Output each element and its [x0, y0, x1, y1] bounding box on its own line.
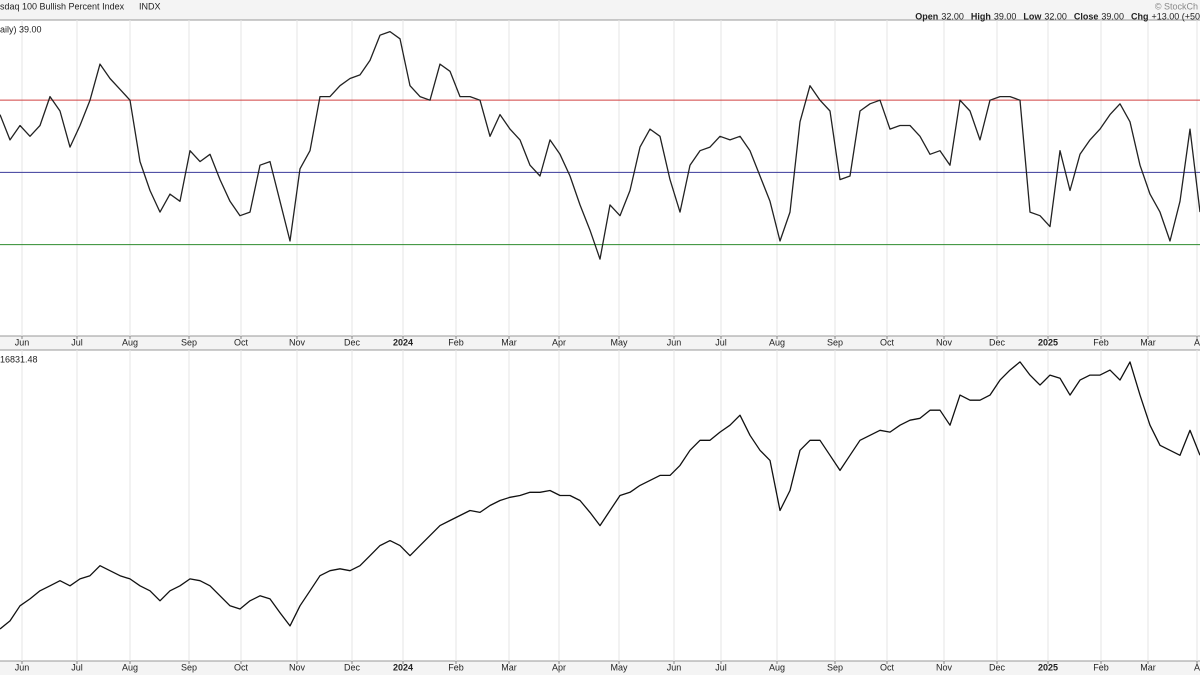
x-tick-label: May: [610, 337, 628, 347]
x-tick-label: Sep: [827, 337, 843, 347]
watermark: © StockCh: [1155, 1, 1198, 11]
quote: Open 32.00 High 39.00 Low 32.00 Close 39.00 Chg +…: [915, 11, 1200, 21]
x-tick-label: Nov: [936, 337, 953, 347]
x-tick-label: Feb: [448, 337, 464, 347]
panels: Jun Jul Aug Sep Oct Nov Dec 2024 Feb Mar Apr May Jun…: [0, 20, 1200, 672]
x-tick-label: 2024: [393, 337, 413, 347]
x-tick-label: A: [1194, 337, 1200, 347]
exchange: INDX: [139, 1, 161, 11]
legend-label: aily) 39.00: [0, 24, 42, 34]
quote-label: Close: [1074, 11, 1099, 21]
legend-label: 16831.48: [0, 354, 38, 364]
x-tick-label: Feb: [1093, 662, 1109, 672]
x-tick-label: 2025: [1038, 337, 1058, 347]
x-tick-label: Oct: [880, 337, 895, 347]
x-tick-label: Mar: [1140, 662, 1156, 672]
quote-value: 32.00: [941, 11, 964, 21]
quote-label: Open: [915, 11, 938, 21]
x-tick-label: Dec: [989, 337, 1006, 347]
x-tick-label: Apr: [552, 662, 566, 672]
x-tick-label: Sep: [181, 337, 197, 347]
axis-band: [0, 661, 1200, 675]
quote-value: +13.00 (+50: [1151, 11, 1200, 21]
quote-label: Chg: [1131, 11, 1149, 21]
x-tick-label: Oct: [234, 662, 249, 672]
quote-label: Low: [1023, 11, 1042, 21]
x-tick-label: Dec: [989, 662, 1006, 672]
x-tick-label: Nov: [936, 662, 953, 672]
x-tick-label: Nov: [289, 662, 306, 672]
quote-value: 39.00: [1101, 11, 1124, 21]
x-tick-label: A: [1194, 662, 1200, 672]
x-tick-label: Jul: [71, 662, 83, 672]
x-tick-label: Aug: [122, 662, 138, 672]
x-tick-label: Aug: [769, 337, 785, 347]
x-tick-label: Dec: [344, 337, 361, 347]
x-tick-label: Feb: [448, 662, 464, 672]
data-line: [0, 30, 1200, 260]
x-tick-label: Dec: [344, 662, 361, 672]
x-tick-label: Mar: [501, 337, 517, 347]
x-tick-label: 2025: [1038, 662, 1058, 672]
x-tick-label: Jun: [15, 337, 30, 347]
x-tick-label: Jun: [667, 662, 682, 672]
axis-band: [0, 336, 1200, 350]
quote-value: 39.00: [994, 11, 1017, 21]
quote-value: 32.00: [1044, 11, 1067, 21]
x-tick-label: Jul: [715, 662, 727, 672]
header-bar: [0, 0, 1200, 20]
chart-title: sdaq 100 Bullish Percent Index: [0, 1, 125, 11]
x-tick-label: Jul: [715, 337, 727, 347]
data-line: [0, 361, 1200, 630]
x-tick-label: Jun: [15, 662, 30, 672]
x-tick-label: Aug: [769, 662, 785, 672]
x-tick-label: Feb: [1093, 337, 1109, 347]
x-tick-label: Sep: [827, 662, 843, 672]
x-tick-label: Oct: [880, 662, 895, 672]
x-tick-label: Mar: [501, 662, 517, 672]
x-tick-label: Nov: [289, 337, 306, 347]
x-tick-label: Oct: [234, 337, 249, 347]
x-tick-label: Aug: [122, 337, 138, 347]
quote-label: High: [971, 11, 991, 21]
x-tick-label: 2024: [393, 662, 413, 672]
x-tick-label: Jun: [667, 337, 682, 347]
x-tick-label: Sep: [181, 662, 197, 672]
x-tick-label: May: [610, 662, 628, 672]
x-tick-label: Apr: [552, 337, 566, 347]
x-tick-label: Mar: [1140, 337, 1156, 347]
x-tick-label: Jul: [71, 337, 83, 347]
